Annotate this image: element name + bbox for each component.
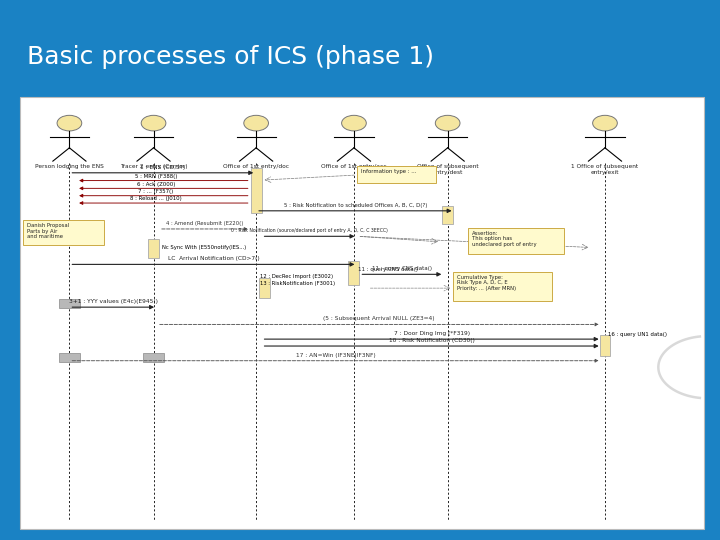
Text: Basic processes of ICS (phase 1): Basic processes of ICS (phase 1) [27, 45, 434, 69]
Bar [20, 97, 704, 529]
